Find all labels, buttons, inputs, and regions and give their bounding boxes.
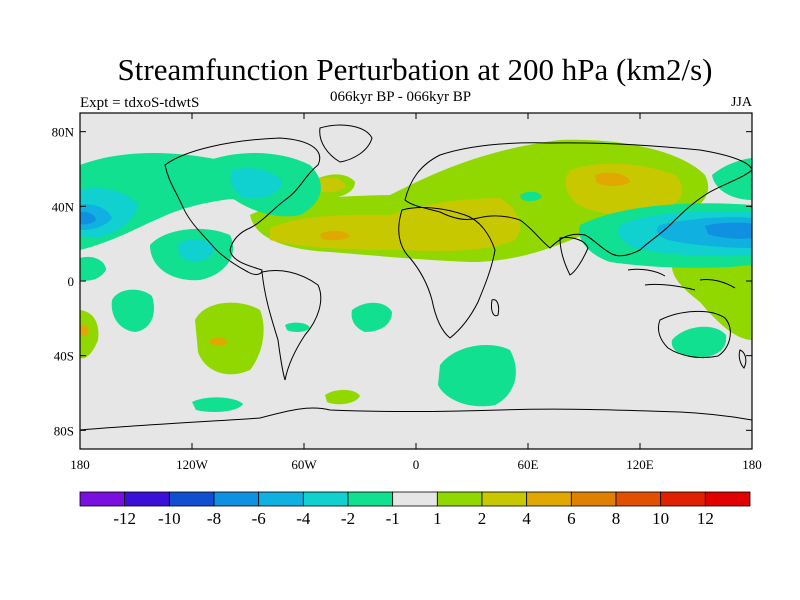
lon-tick-label: 0 xyxy=(413,457,420,472)
coastline-australia xyxy=(657,310,731,359)
lat-tick-label: 0 xyxy=(68,274,75,289)
colorbar-swatch xyxy=(392,491,438,507)
positive-peak-west-pacific xyxy=(80,324,89,336)
positive-region-west-pacific xyxy=(80,310,99,359)
colorbar-label: -12 xyxy=(113,509,136,528)
coastline-south-america xyxy=(261,270,322,381)
lon-tick-label: 120W xyxy=(176,457,209,472)
negative-region-southern-atlantic xyxy=(325,389,360,405)
colorbar-swatch xyxy=(704,491,751,507)
positive-peak-asia xyxy=(595,172,630,187)
coastline-north-america xyxy=(164,137,321,275)
colorbar-swatch xyxy=(168,491,215,507)
latitude-axis: 80N 40N 0 40S 80S xyxy=(52,125,752,438)
lat-tick-label: 80S xyxy=(54,423,74,438)
positive-region-australia xyxy=(671,258,752,340)
colorbar-swatch xyxy=(124,491,170,507)
positive-core-asia xyxy=(565,163,683,216)
negative-core-central-america xyxy=(178,238,215,262)
negative-region-mid-south-pacific xyxy=(285,322,310,333)
coastline-indonesia xyxy=(627,268,736,291)
contour-field xyxy=(80,113,752,449)
colorbar-label: -4 xyxy=(296,509,311,528)
colorbar-label: 1 xyxy=(433,509,442,528)
lat-tick-label: 40N xyxy=(52,199,75,214)
colorbar-label: 4 xyxy=(522,509,531,528)
colorbar-swatch xyxy=(660,491,706,507)
negative-region-mediterranean xyxy=(520,191,542,202)
coastline-africa xyxy=(398,207,496,339)
colorbar-label: -1 xyxy=(386,509,400,528)
experiment-label: Expt = tdxoS-tdwtS xyxy=(80,95,200,111)
negative-region-south-atlantic xyxy=(351,302,392,332)
colorbar-swatch xyxy=(481,491,528,507)
plot-title: Streamfunction Perturbation at 200 hPa (… xyxy=(117,52,713,87)
colorbar: -12 -10 -8 -6 -4 -2 -1 1 2 4 6 8 10 12 xyxy=(79,491,751,528)
colorbar-label: 8 xyxy=(612,509,621,528)
colorbar-label: -8 xyxy=(207,509,221,528)
colorbar-label: 6 xyxy=(567,509,576,528)
colorbar-label: -6 xyxy=(252,509,266,528)
longitude-axis: 180 120W 60W 0 60E 120E 180 xyxy=(70,113,762,472)
lon-tick-label: 60E xyxy=(518,457,539,472)
lat-tick-label: 80N xyxy=(52,125,75,140)
lon-tick-label: 180 xyxy=(742,457,762,472)
coastline-greenland xyxy=(319,124,373,163)
negative-region-north-asia xyxy=(712,158,752,200)
coastline-antarctica xyxy=(80,407,752,431)
positive-region-south-america-pacific xyxy=(195,302,264,375)
lat-tick-label: 40S xyxy=(54,349,74,364)
colorbar-label: -2 xyxy=(341,509,355,528)
colorbar-swatch xyxy=(213,491,260,507)
coastlines xyxy=(80,124,752,431)
season-label: JJA xyxy=(730,95,752,110)
negative-region-australia xyxy=(671,326,727,358)
positive-peak-south-pacific xyxy=(210,337,228,346)
colorbar-label: -10 xyxy=(158,509,181,528)
negative-region-indian-ocean xyxy=(438,345,516,407)
lon-tick-label: 180 xyxy=(70,457,90,472)
negative-region-southern-pacific xyxy=(192,397,243,412)
colorbar-label: 10 xyxy=(652,509,669,528)
colorbar-swatch xyxy=(302,491,349,507)
negative-region-south-pacific xyxy=(111,289,155,332)
colorbar-swatch xyxy=(570,491,617,507)
colorbar-swatch xyxy=(436,491,483,507)
negative-core-north-america xyxy=(230,168,282,199)
colorbar-swatch xyxy=(347,491,394,507)
negative-region-east-pacific xyxy=(80,256,106,281)
plot-subtitle: 066kyr BP - 066kyr BP xyxy=(330,89,472,105)
lon-tick-label: 60W xyxy=(291,457,317,472)
colorbar-swatch xyxy=(526,491,572,507)
negative-core-west-pacific-peak xyxy=(705,222,752,239)
negative-core-pacific-edge-peak xyxy=(80,211,96,225)
coastline-europe-asia xyxy=(404,142,752,257)
colorbar-label: 2 xyxy=(478,509,487,528)
colorbar-swatch xyxy=(79,491,126,507)
colorbar-swatch xyxy=(258,491,304,507)
colorbar-label: 12 xyxy=(697,509,714,528)
coastline-madagascar xyxy=(491,299,500,317)
positive-peak-atlantic xyxy=(320,230,350,241)
coastline-india xyxy=(559,237,589,276)
colorbar-swatch xyxy=(615,491,662,507)
lon-tick-label: 120E xyxy=(626,457,654,472)
coastline-new-zealand xyxy=(738,349,747,369)
